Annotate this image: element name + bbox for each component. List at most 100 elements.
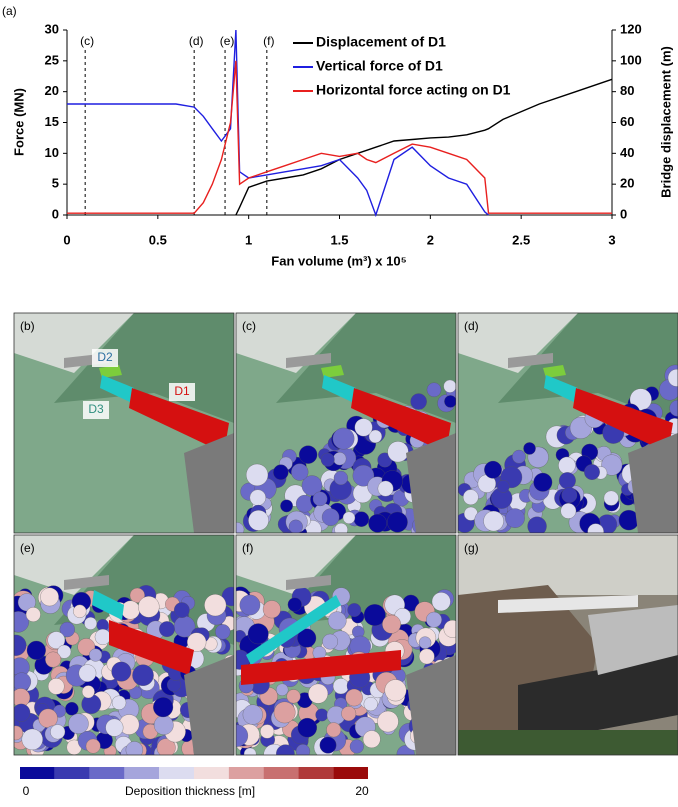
particle <box>48 678 64 694</box>
y-axis-title: Force (MN) <box>11 88 26 156</box>
particle <box>276 745 294 763</box>
particle <box>334 471 348 485</box>
particle <box>377 711 398 732</box>
y2-tick-label: 0 <box>620 206 627 221</box>
particle <box>322 634 337 649</box>
image-panel: (f) <box>226 535 465 765</box>
particle <box>505 509 524 528</box>
particle <box>95 629 111 645</box>
particle <box>326 723 341 738</box>
colorbar-segment <box>333 767 368 779</box>
particle <box>584 464 599 479</box>
particle <box>9 726 23 740</box>
particle <box>5 635 26 656</box>
panel-label: (b) <box>20 319 35 333</box>
particle <box>364 604 386 626</box>
particle <box>274 702 295 723</box>
particle <box>263 600 281 618</box>
particle <box>333 678 349 694</box>
particle <box>246 464 268 486</box>
particle <box>419 637 431 649</box>
colorbar-segment <box>159 767 194 779</box>
y-tick-label: 5 <box>52 176 59 191</box>
colorbar-min: 0 <box>23 784 30 798</box>
panel-label: (c) <box>242 319 256 333</box>
colorbar-segment <box>90 767 125 779</box>
image-panel: (d) <box>455 313 678 540</box>
particle <box>484 461 501 478</box>
particle <box>45 652 61 668</box>
particle <box>153 697 173 717</box>
particle <box>523 442 535 454</box>
particle <box>320 737 336 753</box>
particle <box>382 615 400 633</box>
particle <box>27 641 46 660</box>
y-tick-label: 20 <box>45 83 59 98</box>
particle <box>112 696 126 710</box>
panel-label: (f) <box>242 541 253 555</box>
particle <box>333 428 354 449</box>
particle <box>604 491 619 506</box>
colorbar-title: Deposition thickness [m] <box>125 784 255 798</box>
particle <box>426 612 442 628</box>
particle <box>138 596 159 617</box>
particle <box>22 729 43 750</box>
particle <box>558 457 575 474</box>
panel-content <box>230 313 463 542</box>
particle <box>8 611 29 632</box>
particle <box>419 649 434 664</box>
particle <box>174 602 189 617</box>
y2-tick-label: 120 <box>620 21 642 36</box>
particle <box>106 719 124 737</box>
particle <box>335 523 348 536</box>
particle <box>346 689 363 706</box>
panel-label: (a) <box>2 4 17 18</box>
particle <box>354 512 369 527</box>
panel-label: (g) <box>464 541 479 555</box>
colorbar-max: 20 <box>355 784 369 798</box>
image-panel: (e) <box>5 535 241 764</box>
x-tick-label: 1 <box>245 232 252 247</box>
marker-label: (e) <box>220 34 235 48</box>
x-tick-label: 3 <box>608 232 615 247</box>
particle <box>287 689 301 703</box>
particle <box>73 605 86 618</box>
particle <box>244 748 256 760</box>
particle <box>79 665 96 682</box>
particle <box>13 673 31 691</box>
part-label: D1 <box>174 384 190 398</box>
particle <box>40 588 58 606</box>
particle <box>385 680 407 702</box>
particle <box>159 621 174 636</box>
particle <box>348 603 362 617</box>
y2-tick-label: 60 <box>620 114 634 129</box>
particle <box>291 464 308 481</box>
particle <box>322 509 339 526</box>
particle <box>512 450 525 463</box>
particle <box>250 490 266 506</box>
marker-label: (c) <box>80 34 94 48</box>
particle <box>298 718 317 737</box>
marker-label: (f) <box>263 34 274 48</box>
particle <box>288 598 302 612</box>
particle <box>350 740 364 754</box>
panel-content <box>14 313 234 533</box>
y2-tick-label: 80 <box>620 83 634 98</box>
colorbar-segment <box>298 767 333 779</box>
x-tick-label: 0.5 <box>149 232 167 247</box>
colorbar-segment <box>55 767 90 779</box>
particle <box>68 714 88 734</box>
particle <box>313 492 327 506</box>
particle <box>243 705 263 725</box>
legend-label: Displacement of D1 <box>316 34 446 50</box>
particle <box>12 704 30 722</box>
colorbar-segment <box>264 767 299 779</box>
figure: (a) Fan volume (m³) x 10⁵ Force (MN) Bri… <box>0 0 678 802</box>
panel-content <box>5 535 241 764</box>
particle <box>387 512 407 532</box>
particle <box>50 725 65 740</box>
y-tick-label: 10 <box>45 145 59 160</box>
x-tick-label: 2 <box>427 232 434 247</box>
photo-grass <box>458 730 678 755</box>
legend-label: Horizontal force acting on D1 <box>316 82 511 98</box>
